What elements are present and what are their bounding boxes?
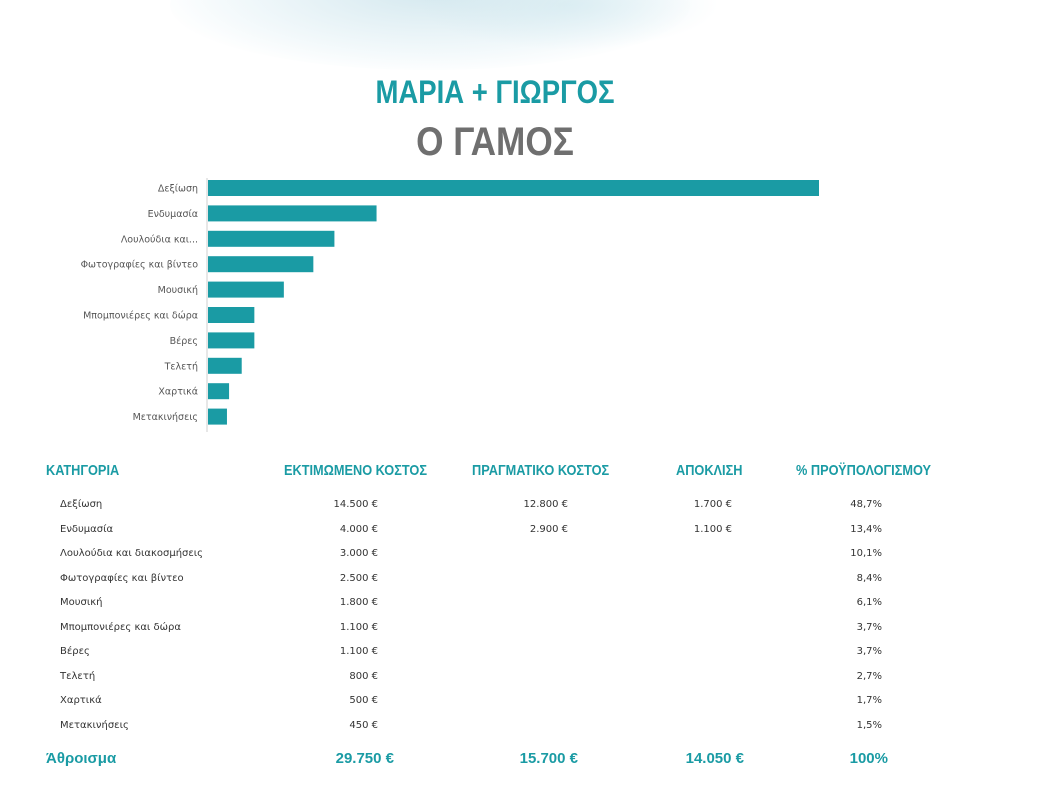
- row-estimated: 450 €: [349, 719, 378, 731]
- total-variance: 14.050 €: [685, 750, 744, 767]
- chart-category-label: Φωτογραφίες και βίντεο: [81, 260, 199, 271]
- row-percent: 1,5%: [856, 719, 882, 731]
- row-category: Χαρτικά: [60, 695, 102, 706]
- row-percent: 1,7%: [856, 695, 882, 706]
- row-percent: 8,4%: [856, 572, 882, 584]
- row-actual: 2.900 €: [529, 523, 568, 535]
- total-percent: 100%: [849, 750, 888, 767]
- col-header-variance: ΑΠΟΚΛΙΣΗ: [676, 462, 743, 479]
- table-row: Μετακινήσεις 450 € 1,5%: [0, 720, 1038, 744]
- col-header-percent: % ΠΡΟΫΠΟΛΟΓΙΣΜΟΥ: [796, 462, 932, 479]
- row-estimated: 3.000 €: [339, 548, 378, 559]
- row-actual: 12.800 €: [523, 499, 568, 510]
- chart-category-label: Τελετή: [164, 361, 198, 372]
- chart-category-label: Μπομπονιέρες και δώρα: [83, 311, 198, 322]
- row-category: Φωτογραφίες και βίντεο: [60, 572, 184, 584]
- col-header-estimated: ΕΚΤΙΜΩΜΕΝΟ ΚΟΣΤΟΣ: [284, 462, 427, 479]
- row-category: Μετακινήσεις: [60, 719, 129, 731]
- table-row: Δεξίωση 14.500 € 12.800 € 1.700 € 48,7%: [0, 499, 1038, 523]
- row-category: Μουσική: [60, 597, 103, 608]
- row-category: Μπομπονιέρες και δώρα: [60, 621, 181, 633]
- row-category: Βέρες: [60, 646, 90, 657]
- chart-category-label: Μουσική: [158, 285, 198, 296]
- row-variance: 1.700 €: [693, 499, 732, 510]
- row-estimated: 4.000 €: [339, 523, 378, 535]
- chart-bar: [208, 332, 255, 349]
- row-estimated: 1.100 €: [339, 646, 378, 657]
- table-row: Ενδυμασία 4.000 € 2.900 € 1.100 € 13,4%: [0, 524, 1038, 548]
- table-row: Τελετή 800 € 2,7%: [0, 671, 1038, 695]
- chart-category-label: Μετακινήσεις: [133, 412, 198, 423]
- chart-bar: [208, 357, 242, 374]
- chart-bar: [208, 307, 255, 323]
- budget-bar-chart: Δεξίωση Ενδυμασία Λουλούδια και... Φωτογραφ…: [81, 178, 819, 432]
- row-percent: 2,7%: [856, 670, 882, 682]
- chart-bar: [208, 383, 230, 400]
- table-row: Λουλούδια και διακοσμήσεις 3.000 € 10,1%: [0, 548, 1038, 572]
- row-category: Ενδυμασία: [60, 523, 114, 535]
- row-category: Δεξίωση: [60, 499, 103, 510]
- table-row: Βέρες 1.100 € 3,7%: [0, 646, 1038, 670]
- row-percent: 10,1%: [850, 548, 882, 559]
- table-row: Φωτογραφίες και βίντεο 2.500 € 8,4%: [0, 573, 1038, 597]
- row-percent: 13,4%: [850, 523, 882, 535]
- row-percent: 48,7%: [850, 499, 882, 510]
- row-estimated: 1.100 €: [339, 621, 378, 633]
- table-row: Χαρτικά 500 € 1,7%: [0, 695, 1038, 719]
- chart-category-label: Βέρες: [170, 336, 198, 347]
- col-header-category: ΚΑΤΗΓΟΡΙΑ: [46, 462, 120, 479]
- table-row: Μπομπονιέρες και δώρα 1.100 € 3,7%: [0, 622, 1038, 646]
- row-estimated: 500 €: [349, 695, 378, 706]
- row-estimated: 1.800 €: [339, 597, 378, 608]
- row-percent: 3,7%: [856, 646, 882, 657]
- row-percent: 3,7%: [856, 621, 882, 633]
- chart-bar: [208, 256, 314, 273]
- page-title: Ο ΓΑΜΟΣ: [416, 120, 574, 164]
- total-estimated: 29.750 €: [335, 750, 394, 767]
- chart-bar: [208, 408, 227, 425]
- chart-category-label: Λουλούδια και...: [121, 234, 198, 245]
- col-header-actual: ΠΡΑΓΜΑΤΙΚΟ ΚΟΣΤΟΣ: [472, 462, 610, 479]
- couple-names-title: ΜΑΡΙΑ + ΓΙΩΡΓΟΣ: [375, 74, 615, 110]
- chart-category-label: Χαρτικά: [158, 387, 198, 398]
- total-label: Άθροισμα: [46, 750, 117, 767]
- chart-category-label: Δεξίωση: [158, 184, 198, 195]
- chart-bar: [208, 205, 377, 222]
- chart-bar: [208, 281, 284, 298]
- chart-bar: [208, 230, 335, 247]
- row-estimated: 2.500 €: [339, 572, 378, 584]
- row-estimated: 14.500 €: [333, 499, 378, 510]
- row-category: Τελετή: [60, 670, 96, 682]
- row-category: Λουλούδια και διακοσμήσεις: [60, 548, 204, 559]
- row-estimated: 800 €: [349, 670, 378, 682]
- row-percent: 6,1%: [856, 597, 882, 608]
- chart-category-label: Ενδυμασία: [148, 209, 198, 220]
- total-actual: 15.700 €: [519, 750, 578, 767]
- table-row: Μουσική 1.800 € 6,1%: [0, 597, 1038, 621]
- chart-bar: [208, 180, 819, 196]
- row-variance: 1.100 €: [693, 523, 732, 535]
